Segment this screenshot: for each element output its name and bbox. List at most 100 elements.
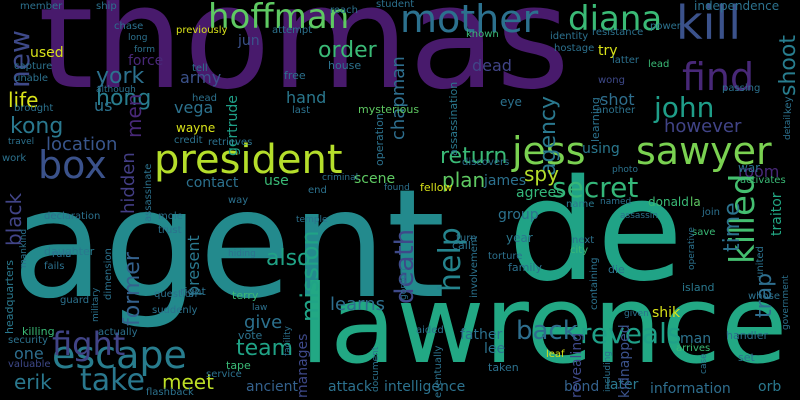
word-donald: donald (648, 195, 689, 209)
word-aided: aided (416, 325, 444, 336)
word-lawrence: lawrence (300, 263, 788, 388)
word-group: group (498, 207, 539, 223)
word-daughter: daughter (44, 245, 95, 258)
word-spy: spy (524, 162, 559, 186)
word-former: former (120, 252, 145, 326)
word-identity: identity (550, 31, 589, 42)
word-mission: mission (296, 230, 324, 322)
word-chase: chase (114, 21, 144, 32)
word-james: james (484, 173, 527, 189)
word-island: island (682, 281, 715, 294)
word-retrieves: retrieves (208, 137, 253, 148)
word-mysterious: mysterious (358, 103, 420, 116)
word-student: student (376, 0, 415, 10)
word-use: use (264, 173, 289, 189)
word-law: law (252, 303, 268, 313)
word-orb: orb (758, 379, 782, 395)
word-find: find (682, 55, 755, 99)
word-hong: hong (96, 86, 152, 111)
word-government: government (781, 275, 791, 330)
word-actually: actually (98, 327, 138, 338)
word-dimension: dimension (103, 248, 114, 300)
word-fight: fight (52, 325, 126, 363)
word-taken: taken (488, 361, 519, 374)
word-turn: turn (456, 233, 477, 244)
word-discovers: discovers (462, 157, 510, 168)
word-involvement: involvement (469, 235, 480, 298)
word-traitor: traitor (769, 192, 785, 236)
word-trust: trust (158, 225, 182, 236)
word-hostage: hostage (554, 43, 595, 54)
word-assassin: assassin (620, 211, 658, 221)
word-found: found (384, 183, 410, 193)
word-using: using (582, 141, 620, 157)
word-diana: diana (568, 0, 663, 39)
word-attack: attack (328, 379, 372, 395)
word-question: question (154, 289, 198, 300)
word-whose: whose (748, 291, 780, 302)
word-credit: credit (174, 135, 203, 146)
word-hidden: hidden (118, 152, 139, 214)
word-shot: shot (600, 90, 635, 109)
word-save: save (692, 227, 716, 238)
word-call: call (452, 239, 471, 252)
word-given: given (624, 309, 649, 319)
word-united: united (755, 246, 766, 278)
word-fellow: fellow (420, 181, 453, 194)
word-although: although (96, 85, 136, 95)
word-assassination: assassination (447, 81, 460, 156)
word-jun: jun (238, 33, 260, 49)
word-head: head (192, 93, 217, 104)
word-scene: scene (354, 171, 396, 187)
word-temple: temple (296, 215, 328, 225)
word-meet: meet (162, 370, 214, 394)
word-named: named (600, 197, 632, 207)
word-mother: mother (400, 0, 539, 41)
word-agent: agent (12, 158, 446, 332)
word-right: right (180, 285, 206, 298)
word-force: force (128, 53, 164, 69)
word-back: back (516, 316, 578, 346)
word-resistance: resistance (592, 27, 644, 38)
word-father: father (460, 327, 503, 343)
word-eye: eye (500, 95, 522, 109)
word-army: army (180, 68, 222, 87)
word-wayne: wayne (176, 121, 216, 135)
word-also: also (266, 246, 311, 271)
word-detail: detail (783, 114, 793, 140)
word-mankind: mankind (19, 228, 29, 268)
word-document: document (371, 346, 381, 392)
word-leaf: leaf (546, 349, 565, 360)
word-later: later (606, 377, 639, 393)
word-next: next (572, 235, 595, 246)
word-learns: learns (330, 294, 385, 315)
word-passing: passing (722, 83, 761, 94)
word-ship: ship (96, 1, 117, 12)
word-gordon: gordon (399, 268, 409, 300)
word-man: man (680, 331, 712, 347)
word-house: house (328, 59, 362, 72)
word-reach: reach (330, 5, 359, 16)
word-war: war (738, 161, 761, 175)
word-hand: hand (286, 88, 327, 107)
word-travel: travel (8, 137, 35, 147)
word-hiding: hiding (228, 249, 256, 259)
word-suddenly: suddenly (152, 305, 198, 316)
word-room: room (738, 162, 780, 181)
word-previously: previously (176, 25, 228, 36)
word-take: take (80, 363, 145, 398)
word-team: team (236, 336, 294, 361)
word-headquarters: headquarters (3, 259, 16, 334)
word-declaration: declaration (44, 211, 101, 222)
word-revealing: revealing (569, 332, 585, 398)
word-photo: photo (612, 165, 638, 175)
word-family: family (508, 261, 542, 274)
word-name: name (566, 199, 595, 210)
word-guard: guard (60, 295, 90, 306)
word-work: work (2, 153, 27, 164)
word-lead: lead (648, 59, 670, 70)
word-year: year (506, 231, 533, 245)
word-tell: tell (192, 63, 208, 74)
word-vega: vega (174, 98, 214, 117)
